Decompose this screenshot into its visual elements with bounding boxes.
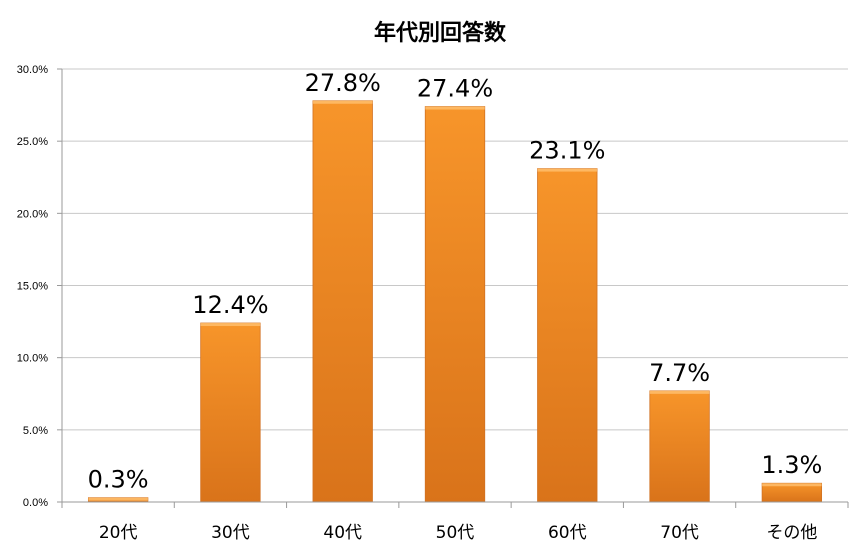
bar (537, 168, 598, 503)
bar-70代 (649, 390, 710, 503)
data-label: 0.3% (88, 466, 149, 494)
x-tick-label: 30代 (211, 523, 250, 543)
y-axis-ticks: 0.0% 5.0% 10.0% 15.0% 20.0% 25.0% 30.0% (17, 64, 62, 509)
bar-highlight (762, 483, 822, 487)
bar-30代 (200, 322, 261, 503)
bar-highlight (537, 168, 598, 172)
x-tick-label: 50代 (436, 523, 475, 543)
bar-highlight (649, 390, 710, 394)
data-label: 27.8% (305, 69, 381, 97)
x-axis-ticks: 20代 30代 40代 50代 60代 70代 その他 (61, 502, 849, 543)
bar-highlight (200, 323, 261, 327)
y-tick-label: 0.0% (23, 497, 48, 509)
data-label: 12.4% (192, 291, 268, 319)
data-label: 7.7% (649, 359, 710, 387)
data-label: 23.1% (529, 137, 605, 165)
y-tick-label: 10.0% (17, 353, 48, 365)
bar-20代 (87, 497, 149, 503)
bar-50代 (424, 106, 486, 503)
bar-highlight (312, 100, 373, 104)
bar-60代 (537, 168, 598, 503)
data-label: 27.4% (417, 75, 493, 103)
bar-highlight (425, 106, 485, 110)
y-tick-label: 25.0% (17, 136, 48, 148)
y-tick-label: 20.0% (17, 208, 48, 220)
chart-title: 年代別回答数 (374, 20, 507, 46)
data-label: 1.3% (761, 451, 822, 479)
bar (649, 390, 710, 503)
x-tick-label: 60代 (548, 523, 587, 543)
bar (200, 322, 261, 503)
y-tick-label: 5.0% (23, 425, 48, 437)
x-tick-label: 20代 (99, 523, 138, 543)
x-tick-label: 40代 (323, 523, 362, 543)
bar (312, 100, 373, 503)
bar-40代 (312, 100, 373, 503)
bar-highlight (88, 497, 148, 501)
x-tick-label: 70代 (660, 523, 699, 543)
data-labels: 0.3% 12.4% 27.8% 27.4% 23.1% 7.7% 1.3% (88, 69, 823, 494)
bar (424, 106, 486, 503)
x-tick-label: その他 (766, 523, 817, 543)
axes (61, 69, 848, 503)
bars (87, 100, 823, 503)
bar-その他 (761, 482, 823, 503)
y-tick-label: 30.0% (17, 64, 48, 76)
y-tick-label: 15.0% (17, 281, 48, 293)
